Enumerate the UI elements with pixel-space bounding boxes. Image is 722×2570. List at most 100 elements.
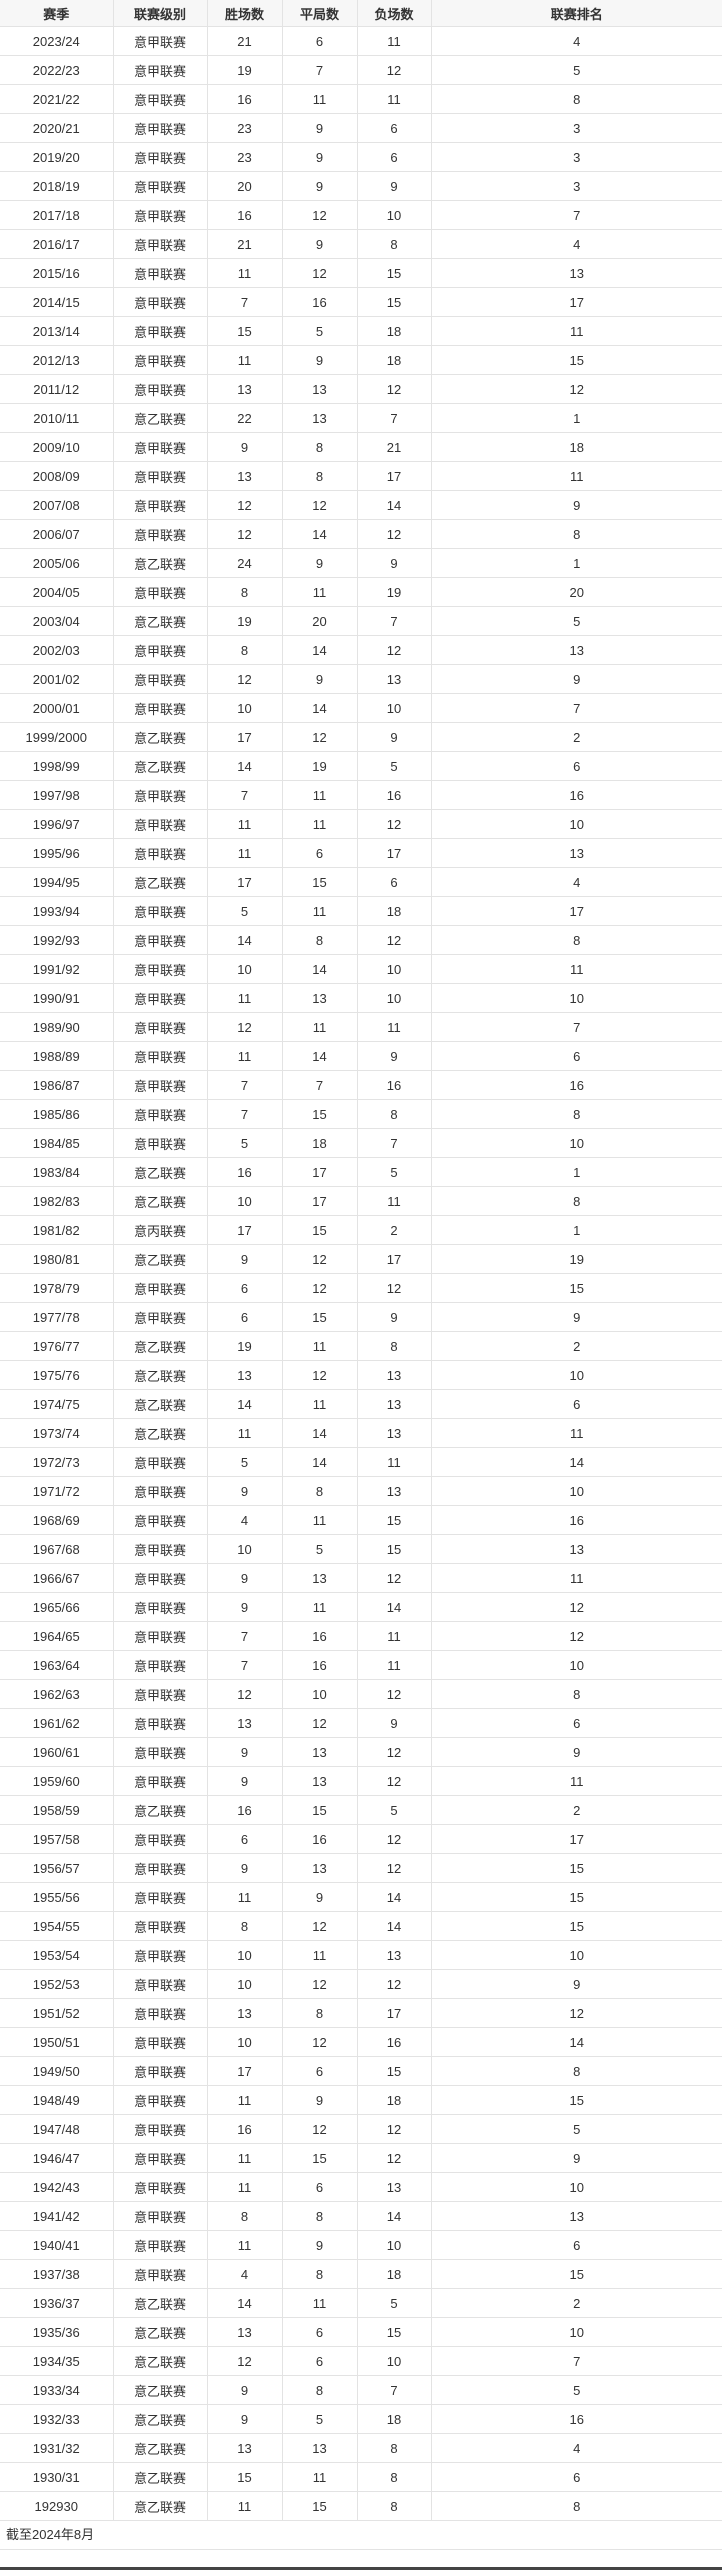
cell-draws: 12 bbox=[282, 1911, 358, 1941]
cell-league-rank: 1 bbox=[431, 548, 722, 578]
cell-league-rank: 2 bbox=[431, 1331, 722, 1361]
cell-losses: 18 bbox=[357, 316, 432, 346]
cell-losses: 9 bbox=[357, 548, 432, 578]
table-row: 1973/74 意乙联赛 11 14 13 11 bbox=[0, 1418, 722, 1448]
cell-league-level: 意甲联赛 bbox=[113, 838, 208, 868]
cell-league-rank: 16 bbox=[431, 1070, 722, 1100]
table-row: 1976/77 意乙联赛 19 11 8 2 bbox=[0, 1331, 722, 1361]
table-row: 1993/94 意甲联赛 5 11 18 17 bbox=[0, 896, 722, 926]
cell-draws: 9 bbox=[282, 2085, 358, 2115]
cell-wins: 9 bbox=[207, 1737, 283, 1767]
cell-league-level: 意乙联赛 bbox=[113, 1331, 208, 1361]
cell-wins: 7 bbox=[207, 1070, 283, 1100]
cell-wins: 5 bbox=[207, 1128, 283, 1158]
cell-draws: 8 bbox=[282, 2375, 358, 2405]
cell-wins: 11 bbox=[207, 1882, 283, 1912]
cell-league-level: 意甲联赛 bbox=[113, 2085, 208, 2115]
cell-league-level: 意甲联赛 bbox=[113, 1766, 208, 1796]
cell-draws: 15 bbox=[282, 2491, 358, 2521]
cell-losses: 14 bbox=[357, 490, 432, 520]
cell-losses: 12 bbox=[357, 809, 432, 839]
cell-league-rank: 7 bbox=[431, 200, 722, 230]
cell-league-level: 意乙联赛 bbox=[113, 2317, 208, 2347]
cell-season: 2013/14 bbox=[0, 316, 114, 346]
table-row: 1964/65 意甲联赛 7 16 11 12 bbox=[0, 1621, 722, 1651]
cell-losses: 8 bbox=[357, 2433, 432, 2463]
cell-season: 1986/87 bbox=[0, 1070, 114, 1100]
cell-league-rank: 9 bbox=[431, 1302, 722, 1332]
cell-league-level: 意乙联赛 bbox=[113, 2491, 208, 2521]
cell-league-rank: 10 bbox=[431, 1476, 722, 1506]
cell-league-rank: 14 bbox=[431, 2027, 722, 2057]
cell-league-level: 意甲联赛 bbox=[113, 1476, 208, 1506]
cell-draws: 13 bbox=[282, 374, 358, 404]
cell-draws: 17 bbox=[282, 1157, 358, 1187]
cell-losses: 9 bbox=[357, 1041, 432, 1071]
cell-draws: 14 bbox=[282, 1447, 358, 1477]
cell-wins: 7 bbox=[207, 1650, 283, 1680]
cell-season: 1933/34 bbox=[0, 2375, 114, 2405]
cell-losses: 8 bbox=[357, 2462, 432, 2492]
cell-league-rank: 4 bbox=[431, 867, 722, 897]
cell-losses: 14 bbox=[357, 1592, 432, 1622]
table-row: 2008/09 意甲联赛 13 8 17 11 bbox=[0, 461, 722, 491]
table-row: 1988/89 意甲联赛 11 14 9 6 bbox=[0, 1041, 722, 1071]
cell-season: 1971/72 bbox=[0, 1476, 114, 1506]
cell-season: 1976/77 bbox=[0, 1331, 114, 1361]
cell-wins: 15 bbox=[207, 316, 283, 346]
cell-season: 1959/60 bbox=[0, 1766, 114, 1796]
cell-season: 2022/23 bbox=[0, 55, 114, 85]
cell-wins: 5 bbox=[207, 1447, 283, 1477]
cell-wins: 13 bbox=[207, 1708, 283, 1738]
cell-wins: 5 bbox=[207, 896, 283, 926]
table-row: 1978/79 意甲联赛 6 12 12 15 bbox=[0, 1273, 722, 1303]
cell-league-rank: 2 bbox=[431, 1795, 722, 1825]
cell-league-rank: 12 bbox=[431, 1621, 722, 1651]
cell-draws: 11 bbox=[282, 1592, 358, 1622]
cell-wins: 12 bbox=[207, 2346, 283, 2376]
table-row: 192930 意乙联赛 11 15 8 8 bbox=[0, 2491, 722, 2521]
cell-season: 1958/59 bbox=[0, 1795, 114, 1825]
cell-league-level: 意甲联赛 bbox=[113, 461, 208, 491]
cell-league-level: 意乙联赛 bbox=[113, 2404, 208, 2434]
cell-league-level: 意乙联赛 bbox=[113, 751, 208, 781]
cell-losses: 12 bbox=[357, 1679, 432, 1709]
table-header-row: 赛季 联赛级别 胜场数 平局数 负场数 联赛排名 bbox=[0, 0, 722, 27]
cell-losses: 16 bbox=[357, 780, 432, 810]
table-row: 1980/81 意乙联赛 9 12 17 19 bbox=[0, 1244, 722, 1274]
table-row: 1999/2000 意乙联赛 17 12 9 2 bbox=[0, 722, 722, 752]
cell-draws: 9 bbox=[282, 229, 358, 259]
cell-league-level: 意甲联赛 bbox=[113, 287, 208, 317]
cell-league-level: 意甲联赛 bbox=[113, 1998, 208, 2028]
cell-league-level: 意甲联赛 bbox=[113, 1969, 208, 1999]
cell-season: 1956/57 bbox=[0, 1853, 114, 1883]
cell-losses: 13 bbox=[357, 1940, 432, 1970]
table-row: 1995/96 意甲联赛 11 6 17 13 bbox=[0, 838, 722, 868]
cell-league-rank: 1 bbox=[431, 403, 722, 433]
cell-league-rank: 6 bbox=[431, 2462, 722, 2492]
cell-draws: 11 bbox=[282, 896, 358, 926]
cell-draws: 14 bbox=[282, 1418, 358, 1448]
cell-league-level: 意甲联赛 bbox=[113, 1302, 208, 1332]
cell-season: 1962/63 bbox=[0, 1679, 114, 1709]
cell-season: 1998/99 bbox=[0, 751, 114, 781]
cell-draws: 11 bbox=[282, 84, 358, 114]
cell-league-level: 意甲联赛 bbox=[113, 1070, 208, 1100]
cell-season: 2014/15 bbox=[0, 287, 114, 317]
cell-losses: 12 bbox=[357, 1824, 432, 1854]
cell-draws: 14 bbox=[282, 635, 358, 665]
cell-losses: 11 bbox=[357, 84, 432, 114]
cell-season: 1991/92 bbox=[0, 954, 114, 984]
cell-league-level: 意乙联赛 bbox=[113, 867, 208, 897]
cell-season: 1982/83 bbox=[0, 1186, 114, 1216]
cell-league-level: 意甲联赛 bbox=[113, 142, 208, 172]
cell-wins: 7 bbox=[207, 287, 283, 317]
cell-season: 1995/96 bbox=[0, 838, 114, 868]
table-row: 2010/11 意乙联赛 22 13 7 1 bbox=[0, 403, 722, 433]
cell-season: 1968/69 bbox=[0, 1505, 114, 1535]
cell-wins: 9 bbox=[207, 1476, 283, 1506]
header-draws: 平局数 bbox=[282, 0, 358, 27]
cell-wins: 14 bbox=[207, 2288, 283, 2318]
cell-losses: 17 bbox=[357, 838, 432, 868]
cell-draws: 14 bbox=[282, 693, 358, 723]
